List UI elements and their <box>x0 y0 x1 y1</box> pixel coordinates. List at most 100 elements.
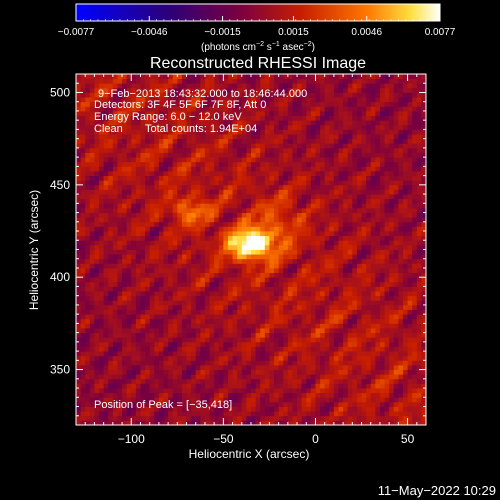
heatmap-cell <box>333 291 339 297</box>
heatmap-cell <box>416 406 422 412</box>
heatmap-cell <box>158 180 164 186</box>
heatmap-cell <box>145 258 151 264</box>
heatmap-cell <box>370 291 376 297</box>
heatmap-cell <box>333 161 339 167</box>
heatmap-cell <box>140 351 146 357</box>
heatmap-cell <box>218 189 224 195</box>
heatmap-cell <box>246 295 252 301</box>
heatmap-cell <box>398 226 404 232</box>
heatmap-cell <box>384 249 390 255</box>
heatmap-cell <box>76 267 82 273</box>
heatmap-cell <box>375 392 381 398</box>
heatmap-cell <box>287 157 293 163</box>
heatmap-cell <box>274 184 280 190</box>
heatmap-cell <box>283 364 289 370</box>
heatmap-cell <box>356 355 362 361</box>
heatmap-cell <box>375 360 381 366</box>
heatmap-cell <box>421 175 426 181</box>
heatmap-cell <box>264 397 270 403</box>
heatmap-cell <box>361 226 367 232</box>
heatmap-cell <box>287 175 293 181</box>
heatmap-cell <box>379 351 385 357</box>
heatmap-cell <box>181 184 187 190</box>
heatmap-cell <box>140 383 146 389</box>
heatmap-cell <box>347 415 353 421</box>
heatmap-cell <box>154 351 160 357</box>
heatmap-cell <box>117 351 123 357</box>
heatmap-cell <box>163 240 169 246</box>
heatmap-cell <box>287 277 293 283</box>
heatmap-cell <box>421 364 426 370</box>
heatmap-cell <box>181 364 187 370</box>
heatmap-cell <box>163 157 169 163</box>
heatmap-cell <box>94 401 100 407</box>
heatmap-cell <box>172 198 178 204</box>
heatmap-cell <box>108 263 114 269</box>
heatmap-cell <box>366 134 372 140</box>
heatmap-cell <box>393 263 399 269</box>
heatmap-cell <box>310 147 316 153</box>
heatmap-cell <box>389 286 395 292</box>
heatmap-cell <box>209 249 215 255</box>
heatmap-cell <box>384 221 390 227</box>
heatmap-cell <box>315 235 321 241</box>
heatmap-cell <box>158 217 164 223</box>
heatmap-cell <box>338 138 344 144</box>
heatmap-cell <box>246 291 252 297</box>
heatmap-cell <box>324 272 330 278</box>
heatmap-cell <box>223 401 229 407</box>
heatmap-cell <box>356 420 362 425</box>
heatmap-cell <box>131 332 137 338</box>
heatmap-cell <box>251 383 257 389</box>
heatmap-cell <box>246 161 252 167</box>
heatmap-cell <box>375 277 381 283</box>
heatmap-cell <box>227 217 233 223</box>
heatmap-cell <box>108 221 114 227</box>
heatmap-cell <box>407 207 413 213</box>
heatmap-cell <box>158 231 164 237</box>
heatmap-cell <box>370 217 376 223</box>
heatmap-cell <box>135 184 141 190</box>
heatmap-cell <box>343 309 349 315</box>
heatmap-cell <box>421 351 426 357</box>
heatmap-cell <box>260 397 266 403</box>
heatmap-cell <box>379 152 385 158</box>
heatmap-cell <box>112 314 118 320</box>
heatmap-cell <box>232 364 238 370</box>
heatmap-cell <box>191 337 197 343</box>
heatmap-cell <box>306 388 312 394</box>
heatmap-cell <box>191 291 197 297</box>
heatmap-cell <box>283 207 289 213</box>
heatmap-cell <box>402 244 408 250</box>
heatmap-cell <box>297 175 303 181</box>
heatmap-cell <box>131 392 137 398</box>
heatmap-cell <box>158 235 164 241</box>
heatmap-cell <box>163 152 169 158</box>
heatmap-cell <box>126 212 132 218</box>
heatmap-cell <box>209 318 215 324</box>
heatmap-cell <box>264 231 270 237</box>
heatmap-cell <box>370 147 376 153</box>
heatmap-cell <box>80 397 86 403</box>
heatmap-cell <box>301 124 307 130</box>
heatmap-cell <box>154 397 160 403</box>
heatmap-cell <box>89 401 95 407</box>
heatmap-cell <box>274 277 280 283</box>
heatmap-cell <box>352 355 358 361</box>
heatmap-cell <box>237 314 243 320</box>
heatmap-cell <box>260 254 266 260</box>
heatmap-cell <box>283 337 289 343</box>
heatmap-cell <box>218 388 224 394</box>
heatmap-cell <box>310 397 316 403</box>
heatmap-cell <box>232 341 238 347</box>
heatmap-cell <box>315 249 321 255</box>
heatmap-cell <box>412 254 418 260</box>
heatmap-cell <box>384 254 390 260</box>
heatmap-cell <box>393 161 399 167</box>
heatmap-cell <box>320 235 326 241</box>
heatmap-cell <box>274 415 280 421</box>
heatmap-cell <box>301 309 307 315</box>
heatmap-cell <box>412 355 418 361</box>
heatmap-cell <box>122 346 128 352</box>
heatmap-cell <box>343 364 349 370</box>
